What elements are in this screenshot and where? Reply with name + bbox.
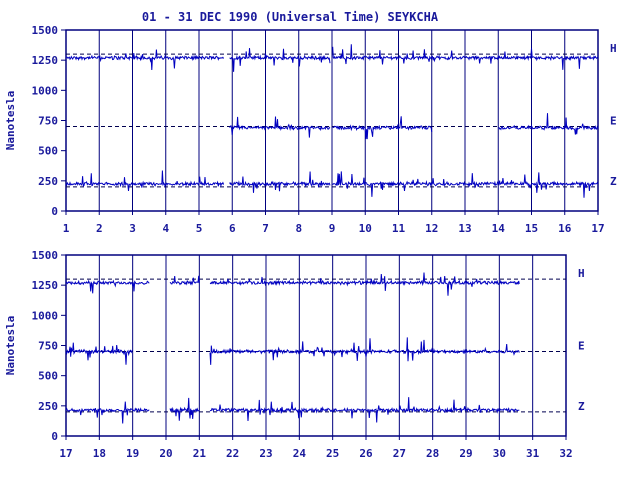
x-tick-label: 29 (459, 447, 472, 460)
y-tick-label: 1250 (32, 279, 59, 292)
chart-title: 01 - 31 DEC 1990 (Universal Time) SEYKCH… (142, 10, 439, 24)
y-tick-label: 1250 (32, 54, 59, 67)
x-tick-label: 21 (193, 447, 207, 460)
component-label-z: Z (578, 400, 585, 413)
trace-h (65, 44, 599, 72)
component-label-e: E (610, 115, 617, 128)
x-tick-label: 6 (229, 222, 236, 235)
trace-z (65, 397, 520, 424)
y-tick-label: 500 (38, 370, 58, 383)
x-tick-label: 26 (359, 447, 373, 460)
x-tick-label: 16 (558, 222, 572, 235)
x-tick-label: 22 (226, 447, 239, 460)
x-tick-label: 10 (359, 222, 372, 235)
component-label-z: Z (610, 175, 617, 188)
y-axis-label: Nanotesla (4, 91, 17, 151)
trace-e (229, 113, 599, 140)
y-tick-label: 250 (38, 400, 58, 413)
x-tick-label: 24 (293, 447, 307, 460)
x-tick-label: 13 (458, 222, 471, 235)
x-tick-label: 19 (126, 447, 139, 460)
x-tick-label: 5 (196, 222, 203, 235)
x-tick-label: 17 (59, 447, 72, 460)
y-tick-label: 750 (38, 115, 58, 128)
y-tick-label: 1500 (32, 24, 59, 37)
bottom-panel: 0 250 500 750 1000 1250 1500 17 18 19 20 21 22 23 24 25… (4, 249, 585, 460)
component-label-h: H (610, 42, 617, 55)
x-tick-label: 15 (525, 222, 538, 235)
trace-h (66, 272, 520, 296)
y-axis-label: Nanotesla (4, 316, 17, 376)
trace-e (65, 337, 520, 365)
x-tick-label: 14 (492, 222, 506, 235)
x-tick-label: 12 (425, 222, 438, 235)
y-tick-label: 500 (38, 145, 58, 158)
x-tick-label: 9 (329, 222, 336, 235)
y-tick-label: 750 (38, 340, 58, 353)
x-tick-label: 31 (526, 447, 540, 460)
x-tick-label: 3 (129, 222, 136, 235)
y-tick-label: 1000 (32, 84, 59, 97)
x-tick-label: 28 (426, 447, 439, 460)
trace-z (65, 170, 599, 198)
x-tick-label: 27 (393, 447, 406, 460)
x-tick-label: 4 (162, 222, 169, 235)
x-tick-label: 8 (295, 222, 302, 235)
component-label-e: E (578, 340, 585, 353)
component-label-h: H (578, 267, 585, 280)
x-tick-label: 1 (63, 222, 70, 235)
x-tick-label: 17 (591, 222, 604, 235)
x-tick-label: 32 (559, 447, 572, 460)
x-tick-label: 30 (493, 447, 506, 460)
x-tick-label: 20 (159, 447, 172, 460)
y-tick-label: 0 (51, 205, 58, 218)
x-tick-label: 23 (259, 447, 272, 460)
y-tick-label: 250 (38, 175, 58, 188)
x-tick-label: 25 (326, 447, 339, 460)
x-tick-label: 11 (392, 222, 406, 235)
x-tick-label: 18 (93, 447, 106, 460)
x-tick-label: 7 (262, 222, 269, 235)
y-tick-label: 1500 (32, 249, 59, 262)
x-tick-label: 2 (96, 222, 103, 235)
y-tick-label: 0 (51, 430, 58, 443)
y-tick-label: 1000 (32, 309, 59, 322)
